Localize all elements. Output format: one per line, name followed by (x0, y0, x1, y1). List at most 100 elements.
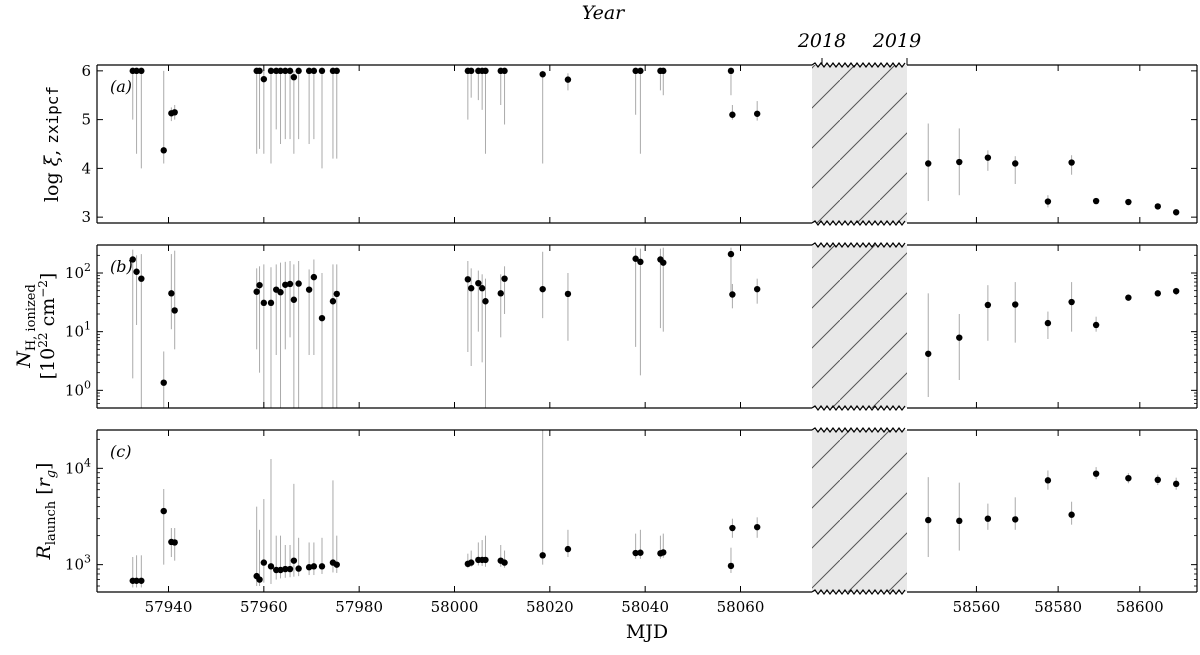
gap-hatch-panel-1 (812, 65, 907, 223)
data-point (160, 147, 167, 154)
axes-layer (96, 58, 1198, 595)
data-point (260, 559, 268, 566)
data-point (729, 111, 736, 118)
x-tick-label: 57940 (145, 598, 193, 616)
data-point (318, 563, 326, 570)
data-point (256, 67, 263, 75)
year-label-2019: 2019 (872, 30, 921, 52)
break-zigzag-top-2 (811, 242, 906, 248)
data-point (660, 549, 667, 556)
data-point (1172, 480, 1180, 488)
x-tick-label: 57980 (335, 598, 383, 616)
data-point (290, 73, 298, 81)
data-point (282, 67, 289, 75)
data-point (1125, 198, 1132, 206)
data-point (539, 285, 546, 293)
break-zigzag-bottom-1 (811, 220, 906, 226)
data-point (133, 67, 140, 75)
x-tick-label: 58040 (621, 598, 669, 616)
data-point (295, 565, 302, 572)
y-axis-title-b: NH, ionized (13, 284, 39, 369)
data-point (138, 275, 145, 282)
data-point (729, 524, 736, 532)
data-point (290, 557, 298, 564)
x-tick-label: 57960 (240, 598, 288, 616)
data-point (1044, 198, 1052, 205)
data-point (1068, 298, 1075, 306)
break-zigzag-bottom-2 (811, 405, 906, 411)
gap-hatch-panel-2 (812, 245, 907, 408)
data-point (1044, 477, 1052, 484)
data-point (753, 110, 761, 117)
data-point (539, 71, 546, 78)
data-point (1154, 476, 1161, 484)
error-bars-layer (132, 70, 1177, 588)
data-point (467, 67, 475, 75)
x-tick-label: 58000 (431, 598, 479, 616)
data-point (660, 259, 667, 266)
data-point (282, 281, 289, 288)
gap-hatch-panel-3 (812, 430, 907, 592)
data-point (305, 564, 313, 571)
data-point (501, 275, 508, 282)
data-point (160, 379, 167, 386)
points-layer (129, 67, 1180, 584)
data-point (1154, 203, 1161, 210)
data-point (1068, 159, 1075, 166)
data-point (138, 67, 145, 75)
data-point (1172, 209, 1180, 216)
data-point (482, 298, 489, 305)
data-point (318, 67, 326, 75)
data-point (727, 250, 735, 258)
data-point (290, 296, 298, 303)
data-point (1012, 301, 1019, 308)
data-point (277, 566, 284, 574)
y-tick-label-panel-3: 104 (65, 456, 91, 477)
data-point (637, 258, 644, 266)
y-tick-label-panel-2: 100 (65, 378, 91, 399)
data-point (1125, 474, 1132, 482)
data-point (1012, 516, 1019, 523)
data-point (1154, 290, 1161, 297)
y-tick-label-panel-3: 103 (65, 553, 91, 574)
data-point (1092, 470, 1100, 477)
x-tick-label: 58600 (1116, 598, 1164, 616)
data-point (1044, 319, 1052, 327)
data-point (138, 577, 145, 584)
data-point (632, 67, 639, 75)
data-point (467, 559, 475, 566)
data-point (564, 545, 572, 553)
y-axis-units-b: [1022 cm−2] (36, 273, 59, 380)
text-layer: 3 4 5 6 (a) 100 101 102 (b) 57940 57960 57980 58000 5… (13, 2, 1164, 643)
data-point (171, 307, 178, 314)
data-point (564, 290, 572, 298)
x-tick-label: 58060 (717, 598, 765, 616)
data-point (632, 255, 639, 262)
panel-tag-2: (b) (110, 257, 133, 276)
data-point (133, 268, 140, 275)
data-point (497, 290, 504, 297)
data-point (171, 109, 178, 116)
data-point (286, 565, 294, 573)
data-point (333, 290, 340, 298)
data-point (482, 67, 489, 75)
data-point (956, 517, 963, 525)
data-point (564, 76, 572, 83)
data-point (501, 67, 508, 75)
y-tick-label-panel-1: 3 (81, 208, 91, 226)
data-point (129, 256, 136, 263)
break-zigzag-top-3 (811, 427, 906, 433)
panel-tag-1: (a) (110, 77, 132, 96)
data-point (333, 561, 340, 568)
data-point (984, 301, 992, 309)
y-tick-label-panel-2: 101 (65, 320, 91, 341)
data-point (956, 334, 963, 341)
data-point (333, 67, 340, 75)
data-point (282, 565, 289, 573)
data-point (1125, 294, 1132, 301)
data-point (267, 299, 275, 307)
data-point (727, 562, 735, 570)
top-axis-title: Year (582, 2, 626, 24)
